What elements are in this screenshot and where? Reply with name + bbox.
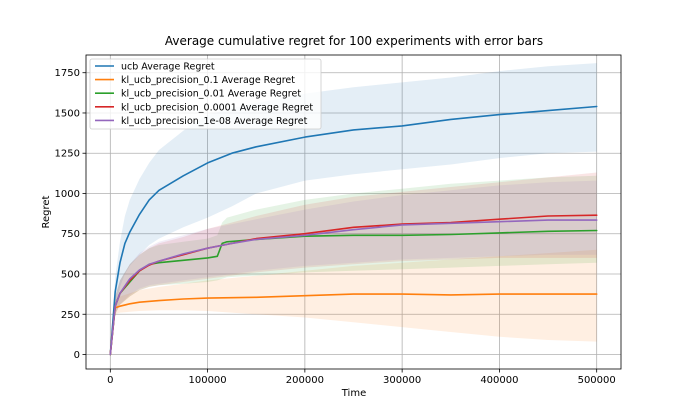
x-tick-label: 0 <box>107 375 113 386</box>
series-line-kl-ucb-precision-0-01-average-regret <box>109 229 598 356</box>
error-band-kl-ucb-precision-1e-08-average-regret <box>110 180 597 355</box>
x-tick-label: 500000 <box>578 375 616 386</box>
legend-box <box>89 58 322 130</box>
axis-ticks: 0 100000 200000 300000 400000 500000 0 250 500 75… <box>55 68 616 386</box>
legend-label: kl_ucb_precision_0.01 Average Regret <box>121 89 301 100</box>
x-tick-label: 200000 <box>286 375 324 386</box>
legend-label: kl_ucb_precision_0.1 Average Regret <box>121 75 295 86</box>
series-line-kl-ucb-precision-0-1-average-regret <box>109 293 598 356</box>
y-tick-label: 0 <box>74 350 80 361</box>
series-lines <box>109 105 598 356</box>
y-tick-label: 1250 <box>55 149 80 160</box>
y-tick-label: 1500 <box>55 108 80 119</box>
y-axis-label: Regret <box>41 195 52 228</box>
x-tick-label: 300000 <box>383 375 421 386</box>
error-band-kl-ucb-precision-0-0001-average-regret <box>110 172 597 355</box>
series-line-ucb-average-regret <box>109 105 598 356</box>
error-band-ucb-average-regret <box>110 63 597 355</box>
y-tick-label: 250 <box>61 310 80 321</box>
x-tick-label: 100000 <box>188 375 226 386</box>
series-line-kl-ucb-precision-1e-08-average-regret <box>109 219 598 356</box>
chart-title: Average cumulative regret for 100 experi… <box>165 34 543 48</box>
legend: ucb Average Regret kl_ucb_precision_0.1 A… <box>89 58 322 130</box>
x-tick-label: 400000 <box>480 375 518 386</box>
error-bands <box>110 63 597 355</box>
x-axis-label: Time <box>341 388 366 399</box>
y-tick-label: 750 <box>61 229 80 240</box>
y-tick-label: 500 <box>61 269 80 280</box>
y-tick-label: 1000 <box>55 189 80 200</box>
error-band-kl-ucb-precision-0-1-average-regret <box>110 249 597 355</box>
legend-label: ucb Average Regret <box>121 62 215 73</box>
legend-label: kl_ucb_precision_1e-08 Average Regret <box>121 116 308 127</box>
legend-label: kl_ucb_precision_0.0001 Average Regret <box>121 102 313 113</box>
y-tick-label: 1750 <box>55 68 80 79</box>
plot-frame <box>85 54 622 370</box>
